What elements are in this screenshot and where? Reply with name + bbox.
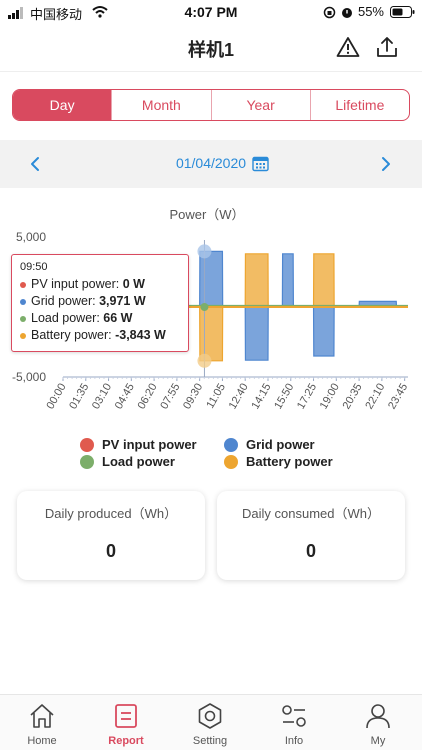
x-tick-label: 07:55: [158, 382, 182, 412]
chevron-right-icon[interactable]: [380, 156, 392, 172]
x-tick-label: 00:00: [44, 382, 68, 412]
tooltip-row-pv: PV input power: 0 W: [20, 276, 180, 293]
carrier-label: 中国移动: [30, 7, 83, 22]
wifi-icon: [92, 6, 108, 18]
tooltip-row-grid: Grid power: 3,971 W: [20, 293, 180, 310]
x-tick-label: 09:30: [181, 382, 205, 412]
tooltip-row-battery: Battery power: -3,843 W: [20, 327, 180, 344]
selected-date[interactable]: 01/04/2020: [175, 155, 247, 171]
card-value: 0: [105, 541, 116, 561]
x-tick-label: 19:00: [318, 382, 342, 412]
status-time: 4:07 PM: [184, 4, 238, 20]
legend-label: Load power: [102, 454, 175, 469]
daily-produced-card: Daily produced（Wh） 0: [17, 491, 205, 580]
card-value: 0: [305, 541, 316, 561]
signal-icon: [8, 7, 23, 19]
tooltip-value: 66 W: [103, 311, 133, 325]
x-tick-label: 03:10: [90, 382, 114, 412]
tab-home[interactable]: Home: [0, 695, 84, 750]
x-tick-label: 06:20: [136, 382, 160, 412]
tooltip-value: 3,971 W: [99, 294, 146, 308]
x-tick-label: 15:50: [272, 382, 296, 412]
grid-legend-dot-icon: [224, 437, 238, 452]
legend-grid[interactable]: Grid power: [224, 437, 315, 452]
tooltip-label: PV input power:: [31, 277, 123, 291]
x-tick-label: 22:10: [363, 382, 387, 412]
tab-label: My: [370, 735, 386, 747]
x-tick-label: 17:25: [295, 382, 319, 412]
tab-month[interactable]: Month: [112, 90, 212, 120]
orientation-lock-icon: [323, 6, 336, 19]
y-tick-label: 5,000: [16, 230, 46, 244]
tab-my[interactable]: My: [336, 695, 420, 750]
page-title: 样机1: [187, 40, 234, 60]
tooltip-label: Grid power:: [31, 294, 100, 308]
battery-icon: [390, 6, 415, 18]
battery-dot-icon: [20, 332, 26, 339]
tab-lifetime[interactable]: Lifetime: [335, 97, 385, 113]
x-tick-label: 04:45: [113, 382, 137, 412]
grid-dot-icon: [20, 298, 26, 305]
x-tick-label: 20:35: [341, 382, 365, 412]
tab-report[interactable]: Report: [84, 695, 168, 750]
home-icon: [30, 704, 54, 728]
power-chart[interactable]: Power（W） 5,000 -5,00000:0001:3503:1004:45…: [0, 200, 422, 430]
setting-icon: [198, 703, 222, 729]
tab-setting[interactable]: Setting: [168, 695, 252, 750]
tab-day[interactable]: Day: [13, 90, 113, 120]
load-hover-point: [200, 303, 209, 311]
x-tick-label: 23:45: [386, 382, 410, 412]
chart-title: Power（W）: [169, 207, 244, 222]
warning-icon[interactable]: [336, 36, 360, 58]
tab-year[interactable]: Year: [212, 90, 311, 120]
x-tick-label: 14:15: [249, 382, 273, 412]
report-icon: [115, 704, 137, 728]
status-bar: 中国移动 4:07 PM 55%: [0, 0, 422, 26]
card-title: Daily produced（Wh）: [44, 506, 178, 521]
tooltip-row-load: Load power: 66 W: [20, 310, 180, 327]
share-icon[interactable]: [375, 36, 399, 58]
tooltip-label: Load power:: [31, 311, 104, 325]
x-tick-label: 11:05: [204, 382, 228, 411]
load-legend-dot-icon: [80, 454, 94, 469]
bottom-tab-bar: Home Report Setting Info My: [0, 694, 422, 750]
load-dot-icon: [20, 315, 26, 322]
legend-label: Grid power: [246, 437, 315, 452]
chart-legend: PV input power Grid power Load power Bat…: [0, 437, 422, 473]
battery-legend-dot-icon: [224, 454, 238, 469]
tooltip-value: -3,843 W: [115, 328, 166, 342]
chevron-left-icon[interactable]: [29, 156, 41, 172]
legend-pv-input[interactable]: PV input power: [80, 437, 197, 452]
alarm-icon: [342, 8, 352, 18]
info-icon: [282, 705, 306, 727]
tooltip-label: Battery power:: [31, 328, 116, 342]
tab-label: Setting: [192, 735, 228, 747]
legend-label: Battery power: [246, 454, 333, 469]
grid-hover-point: [197, 244, 212, 259]
tab-label: Info: [284, 735, 304, 747]
pv-dot-icon: [20, 281, 26, 288]
tooltip-time: 09:50: [20, 261, 48, 273]
battery-percent: 55%: [357, 4, 384, 19]
chart-tooltip: 09:50 PV input power: 0 W Grid power: 3,…: [11, 254, 189, 352]
tab-label: Home: [27, 735, 57, 747]
tab-info[interactable]: Info: [252, 695, 336, 750]
x-tick-label: 01:35: [67, 382, 91, 412]
legend-load[interactable]: Load power: [80, 454, 175, 469]
daily-consumed-card: Daily consumed（Wh） 0: [217, 491, 405, 580]
tooltip-value: 0 W: [122, 277, 145, 291]
nav-header: 样机1: [0, 26, 422, 72]
date-picker-bar: 01/04/2020: [0, 140, 422, 188]
legend-label: PV input power: [102, 437, 197, 452]
period-tabs: Day Month Year Lifetime: [12, 89, 410, 121]
user-icon: [366, 704, 390, 729]
pv-legend-dot-icon: [80, 437, 94, 452]
y-tick-label: -5,000: [12, 370, 46, 384]
card-title: Daily consumed（Wh）: [242, 506, 380, 521]
battery-hover-point: [197, 353, 212, 368]
calendar-icon[interactable]: [252, 155, 269, 172]
legend-battery[interactable]: Battery power: [224, 454, 333, 469]
tab-label: Report: [108, 735, 144, 747]
x-tick-label: 12:40: [227, 382, 251, 412]
